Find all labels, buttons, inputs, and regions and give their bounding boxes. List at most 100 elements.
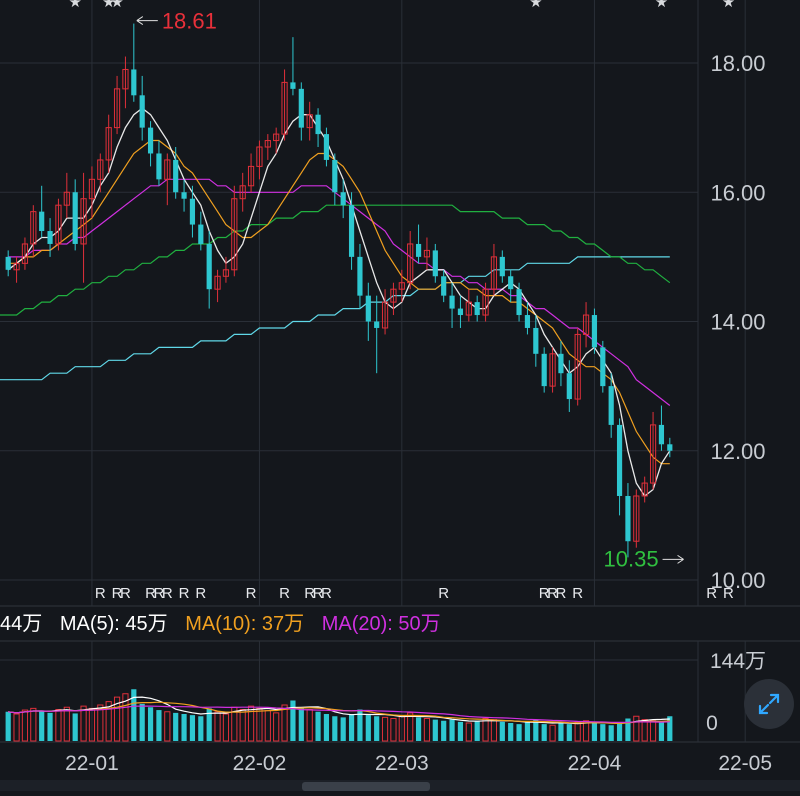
candle [608, 373, 614, 438]
candle [298, 82, 304, 141]
candle [390, 282, 397, 316]
event-marker-r: R [195, 585, 206, 602]
volume-bar [658, 721, 665, 741]
event-marker-r: R [572, 585, 583, 602]
event-marker-r: R [321, 585, 332, 602]
volume-bar [381, 716, 389, 742]
volume-bar [105, 701, 112, 742]
candle [482, 282, 489, 322]
candle [281, 69, 288, 141]
candle-body [649, 424, 657, 484]
candle-body [198, 224, 204, 244]
candle [139, 75, 145, 141]
scrollbar-thumb[interactable] [302, 782, 430, 791]
candle [499, 250, 505, 283]
candle-body [381, 301, 389, 329]
candle-body [549, 353, 556, 387]
candle [582, 302, 590, 348]
candle-body [239, 185, 246, 200]
candle-body [88, 178, 96, 200]
volume-bar [499, 721, 505, 741]
candle [357, 243, 363, 309]
volume-bar [80, 705, 87, 742]
candle [524, 302, 531, 335]
candle-body [465, 301, 472, 316]
candle [88, 166, 96, 219]
candle [264, 134, 271, 160]
volume-bar [189, 715, 196, 741]
volume-tick-label: 0 [706, 712, 718, 735]
candlestick-series[interactable] [5, 23, 673, 558]
candle-body [591, 315, 598, 348]
candle-body [365, 295, 371, 322]
price-tick-label: 10.00 [710, 568, 765, 593]
candle [256, 140, 263, 180]
candle-body [616, 424, 623, 496]
candle-body [667, 444, 673, 451]
volume-bar [72, 713, 78, 741]
volume-bar [306, 709, 313, 742]
volume-ma5-line [8, 696, 670, 725]
candle-body [131, 69, 137, 96]
volume-bar [323, 714, 330, 741]
volume-bar [490, 719, 498, 742]
candle-body [290, 82, 296, 89]
date-tick-label: 22-02 [233, 752, 287, 775]
event-marker-r: R [547, 585, 558, 602]
candle [340, 179, 346, 219]
candle [574, 327, 581, 406]
volume-bar [198, 716, 204, 741]
candle [332, 153, 338, 206]
candle [558, 340, 564, 387]
event-marker-r: R [539, 585, 550, 602]
candle-body [156, 153, 162, 180]
candle [423, 237, 431, 270]
volume-bar [667, 716, 673, 741]
volume-legend: 44万 MA(5): 45万 MA(10): 37万 MA(20): 50万 [0, 607, 453, 641]
candle [181, 179, 187, 212]
candle [541, 347, 547, 393]
candle [533, 315, 539, 367]
event-marker-r: R [112, 585, 123, 602]
candle-body [55, 204, 62, 245]
volume-bar [173, 712, 179, 741]
price-tick-label: 18.00 [710, 51, 765, 76]
fullscreen-button[interactable] [744, 679, 794, 729]
star-icon: ★ [68, 0, 81, 11]
volume-bar [423, 718, 431, 742]
candle [591, 308, 598, 354]
price-tick-label: 16.00 [710, 180, 765, 205]
candle [374, 295, 380, 374]
candle [323, 127, 330, 167]
star-icon: ★ [722, 0, 735, 11]
volume-bar [508, 723, 514, 741]
candle [13, 256, 20, 283]
volume-bar [600, 724, 606, 741]
date-tick-label: 22-01 [65, 752, 119, 775]
event-marker-r: R [120, 585, 131, 602]
event-marker-r: R [304, 585, 315, 602]
candle-body [323, 134, 330, 160]
volume-bar [239, 709, 246, 742]
candle [641, 476, 648, 503]
volume-bar [415, 717, 422, 741]
candle [290, 37, 296, 96]
candle-body [407, 243, 414, 284]
candle-body [340, 192, 346, 206]
candle [432, 243, 438, 283]
volume-ma10: MA(10): 37万 [185, 613, 305, 635]
volume-bar [524, 721, 531, 741]
volume-bar [206, 708, 212, 741]
volume-series[interactable] [5, 689, 673, 742]
candle-body [474, 302, 480, 316]
candle-body [139, 95, 145, 128]
volume-bar [407, 712, 414, 742]
candle-body [558, 353, 564, 374]
volume-bar [273, 712, 280, 742]
volume-bar [633, 715, 640, 742]
volume-bar [574, 721, 581, 742]
candle-body [348, 205, 355, 257]
candle-body [415, 243, 422, 257]
